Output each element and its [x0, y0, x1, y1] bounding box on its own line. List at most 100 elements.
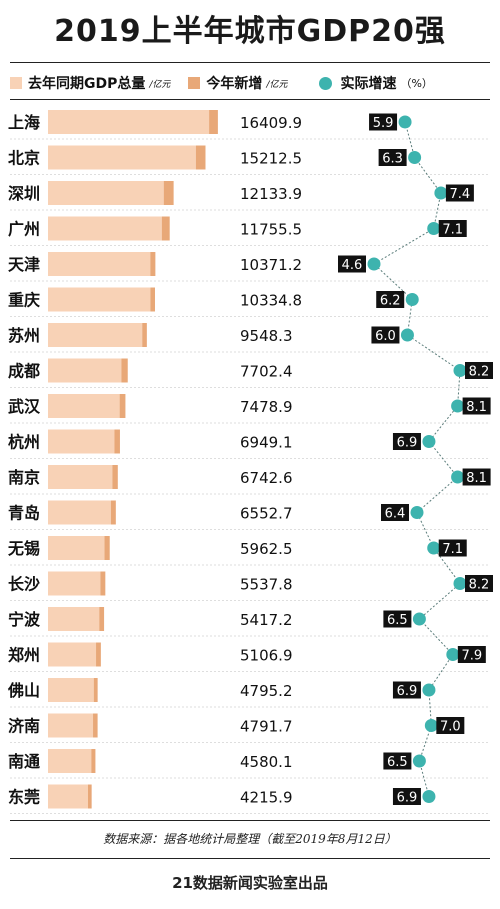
city-label: 成都 [8, 362, 40, 381]
bar-incr [150, 287, 155, 312]
bar-prev [48, 607, 100, 631]
legend-prev-swatch [10, 77, 22, 89]
growth-dot [427, 222, 441, 235]
growth-label: 8.1 [466, 471, 487, 486]
bar-prev [48, 358, 122, 383]
growth-label: 8.2 [469, 365, 490, 380]
city-label: 无锡 [7, 539, 40, 558]
growth-label-box [392, 433, 421, 450]
growth-dot [451, 470, 465, 484]
growth-dot [412, 754, 426, 768]
growth-label: 7.1 [442, 542, 463, 557]
bar-prev [48, 642, 97, 667]
city-label: 长沙 [8, 575, 40, 594]
growth-label: 7.1 [442, 223, 463, 238]
total-value: 5962.5 [240, 540, 293, 558]
bar-incr [91, 749, 96, 773]
bar-prev [48, 713, 94, 738]
bar-incr [119, 394, 126, 418]
city-label: 重庆 [8, 291, 40, 310]
legend-growth-dot [319, 76, 333, 90]
total-value: 4791.7 [240, 718, 293, 736]
bar-incr [195, 145, 206, 170]
growth-label-box [383, 752, 412, 770]
city-label: 宁波 [8, 610, 41, 629]
growth-label: 6.2 [380, 294, 401, 309]
growth-label-box [381, 504, 409, 521]
growth-label-box [383, 610, 412, 628]
growth-dot [422, 435, 436, 448]
total-value: 7702.4 [240, 363, 293, 381]
growth-dot [422, 683, 436, 697]
bar-incr [112, 465, 118, 489]
growth-line [373, 121, 461, 797]
total-value: 4580.1 [240, 753, 293, 771]
bar-incr [121, 358, 128, 383]
bar-prev [48, 287, 151, 312]
city-label: 济南 [8, 717, 40, 736]
total-value: 6552.7 [240, 505, 293, 523]
growth-label: 6.5 [387, 755, 408, 770]
growth-label-box [462, 397, 491, 415]
chart-title: 2019上半年城市GDP20强 [54, 14, 446, 49]
total-value: 11755.5 [240, 221, 302, 239]
growth-label-box [465, 575, 493, 592]
legend-prev-label: 去年同期GDP总量 [28, 76, 146, 92]
bar-prev [48, 216, 162, 241]
total-value: 4215.9 [240, 789, 293, 807]
growth-label-box [438, 220, 467, 237]
total-value: 5106.9 [240, 647, 293, 665]
legend-incr-unit: /亿元 [266, 79, 288, 90]
growth-label-box [436, 717, 465, 734]
legend-incr-swatch [188, 77, 201, 89]
bar-prev [48, 429, 115, 454]
title-rule [10, 62, 490, 63]
city-label: 南通 [8, 752, 40, 771]
bar-incr [163, 181, 174, 205]
total-value: 7478.9 [240, 398, 293, 416]
bar-prev [48, 465, 113, 489]
total-value: 5417.2 [240, 611, 293, 629]
growth-label-box [338, 255, 366, 273]
bar-incr [93, 678, 98, 702]
total-value: 4795.2 [240, 682, 293, 700]
bar-incr [161, 216, 170, 241]
growth-label-box [457, 646, 486, 663]
growth-label: 8.2 [469, 578, 490, 593]
total-value: 16409.9 [240, 114, 302, 132]
city-label: 郑州 [8, 646, 40, 665]
bar-prev [48, 536, 105, 560]
bar-incr [87, 784, 92, 809]
bar-prev [48, 252, 151, 276]
growth-label-box [392, 788, 421, 805]
legend: 去年同期GDP总量 /亿元 今年新增 /亿元 实际增速 （%） [10, 70, 490, 96]
bar-incr [96, 642, 101, 667]
growth-label: 6.4 [385, 507, 406, 522]
growth-label: 4.6 [342, 258, 363, 273]
growth-dot [367, 257, 381, 271]
bar-incr [100, 571, 106, 596]
bar-prev [48, 749, 92, 773]
city-label: 广州 [8, 220, 40, 239]
bar-prev [48, 394, 120, 418]
growth-dot [446, 648, 460, 661]
total-value: 9548.3 [240, 327, 293, 345]
growth-dot [424, 719, 438, 732]
legend-rule [10, 99, 490, 100]
growth-label: 8.1 [466, 400, 487, 415]
growth-label: 6.5 [387, 613, 408, 628]
city-label: 苏州 [8, 326, 40, 345]
total-value: 12133.9 [240, 185, 302, 203]
credit-line: 21数据新闻实验室出品 [172, 874, 328, 892]
bar-incr [114, 429, 120, 454]
growth-label-box [378, 149, 407, 166]
growth-label-box [465, 362, 493, 379]
growth-dot [434, 186, 448, 200]
growth-dot [453, 577, 467, 590]
bar-prev [48, 784, 88, 809]
growth-dot [410, 506, 424, 519]
growth-label: 7.9 [461, 649, 482, 664]
growth-label-box [376, 291, 405, 308]
city-label: 南京 [8, 468, 40, 487]
